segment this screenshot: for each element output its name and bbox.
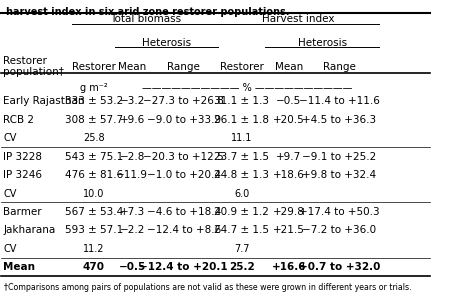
Text: +9.8 to +32.4: +9.8 to +32.4	[302, 170, 376, 180]
Text: 11.2: 11.2	[83, 244, 104, 254]
Text: +0.7 to +32.0: +0.7 to +32.0	[299, 262, 380, 272]
Text: 567 ± 53.4: 567 ± 53.4	[64, 207, 123, 217]
Text: Jakharana: Jakharana	[3, 225, 55, 235]
Text: −9.1 to +25.2: −9.1 to +25.2	[302, 152, 376, 162]
Text: −7.2 to +36.0: −7.2 to +36.0	[302, 225, 376, 235]
Text: +16.6: +16.6	[272, 262, 306, 272]
Text: CV: CV	[3, 188, 17, 198]
Text: −0.5: −0.5	[118, 262, 146, 272]
Text: +20.5: +20.5	[273, 115, 305, 125]
Text: 24.7 ± 1.5: 24.7 ± 1.5	[214, 225, 269, 235]
Text: +7.3: +7.3	[119, 207, 145, 217]
Text: −4.6 to +18.4: −4.6 to +18.4	[146, 207, 221, 217]
Text: −3.2: −3.2	[119, 96, 145, 106]
Text: −9.0 to +33.9: −9.0 to +33.9	[146, 115, 221, 125]
Text: 24.8 ± 1.3: 24.8 ± 1.3	[214, 170, 269, 180]
Text: 10.0: 10.0	[83, 188, 104, 198]
Text: 20.9 ± 1.2: 20.9 ± 1.2	[214, 207, 269, 217]
Text: Heterosis: Heterosis	[142, 38, 191, 48]
Text: −12.4 to +8.6: −12.4 to +8.6	[146, 225, 221, 235]
Text: g m⁻²: g m⁻²	[80, 83, 108, 93]
Text: Early Rajasthan: Early Rajasthan	[3, 96, 84, 106]
Text: 26.1 ± 1.8: 26.1 ± 1.8	[214, 115, 269, 125]
Text: 11.1: 11.1	[231, 133, 252, 143]
Text: 7.7: 7.7	[234, 244, 249, 254]
Text: −0.5: −0.5	[276, 96, 301, 106]
Text: Mean: Mean	[118, 61, 146, 71]
Text: CV: CV	[3, 133, 17, 143]
Text: Harvest index: Harvest index	[262, 14, 335, 24]
Text: −12.4 to +20.1: −12.4 to +20.1	[139, 262, 228, 272]
Text: IP 3246: IP 3246	[3, 170, 42, 180]
Text: Mean: Mean	[275, 61, 303, 71]
Text: 23.7 ± 1.5: 23.7 ± 1.5	[214, 152, 269, 162]
Text: 333 ± 53.2: 333 ± 53.2	[64, 96, 123, 106]
Text: −27.3 to +26.8: −27.3 to +26.8	[143, 96, 224, 106]
Text: 308 ± 57.7: 308 ± 57.7	[64, 115, 123, 125]
Text: 25.2: 25.2	[229, 262, 255, 272]
Text: −2.8: −2.8	[119, 152, 145, 162]
Text: −11.4 to +11.6: −11.4 to +11.6	[299, 96, 380, 106]
Text: +17.4 to +50.3: +17.4 to +50.3	[299, 207, 380, 217]
Text: +4.5 to +36.3: +4.5 to +36.3	[302, 115, 376, 125]
Text: Range: Range	[323, 61, 356, 71]
Text: IP 3228: IP 3228	[3, 152, 42, 162]
Text: 25.8: 25.8	[83, 133, 104, 143]
Text: 31.1 ± 1.3: 31.1 ± 1.3	[214, 96, 269, 106]
Text: Restorer
population†: Restorer population†	[3, 56, 64, 77]
Text: †Comparisons among pairs of populations are not valid as these were grown in dif: †Comparisons among pairs of populations …	[3, 283, 411, 292]
Text: Heterosis: Heterosis	[298, 38, 346, 48]
Text: Range: Range	[167, 61, 200, 71]
Text: −1.0 to +20.4: −1.0 to +20.4	[147, 170, 221, 180]
Text: 543 ± 75.1: 543 ± 75.1	[64, 152, 123, 162]
Text: harvest index in six arid zone restorer populations.: harvest index in six arid zone restorer …	[6, 7, 289, 17]
Text: −11.9: −11.9	[116, 170, 148, 180]
Text: Barmer: Barmer	[3, 207, 42, 217]
Text: +29.8: +29.8	[273, 207, 305, 217]
Text: Mean: Mean	[3, 262, 35, 272]
Text: +18.6: +18.6	[273, 170, 305, 180]
Text: 476 ± 81.6: 476 ± 81.6	[64, 170, 123, 180]
Text: RCB 2: RCB 2	[3, 115, 34, 125]
Text: 6.0: 6.0	[234, 188, 249, 198]
Text: 593 ± 57.1: 593 ± 57.1	[64, 225, 123, 235]
Text: CV: CV	[3, 244, 17, 254]
Text: +9.7: +9.7	[276, 152, 301, 162]
Text: 470: 470	[82, 262, 105, 272]
Text: +21.5: +21.5	[273, 225, 305, 235]
Text: Restorer: Restorer	[72, 61, 116, 71]
Text: +9.6: +9.6	[119, 115, 145, 125]
Text: Total biomass: Total biomass	[109, 14, 181, 24]
Text: −20.3 to +12.5: −20.3 to +12.5	[144, 152, 224, 162]
Text: Restorer: Restorer	[220, 61, 264, 71]
Text: −2.2: −2.2	[119, 225, 145, 235]
Text: —————————— % ——————————: —————————— % ——————————	[142, 83, 352, 93]
